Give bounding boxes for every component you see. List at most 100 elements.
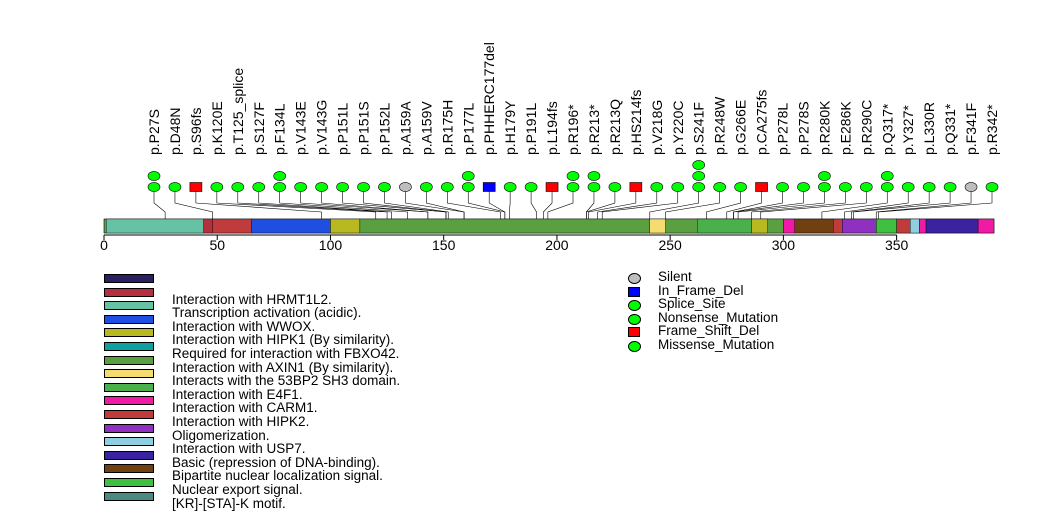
pin-9-0 <box>336 182 349 192</box>
pin-32-1 <box>818 171 831 181</box>
mutation-label-35: p.Q317* <box>879 103 895 155</box>
mutation-label-7: p.V143E <box>293 101 309 155</box>
mutation-type-label: Silent <box>658 269 692 284</box>
mutation-label-10: p.P151S <box>356 101 372 155</box>
pin-0-0 <box>147 182 161 192</box>
pin-4-0 <box>231 182 245 192</box>
mutation-label-2: p.S96fs <box>188 108 204 155</box>
connector-26 <box>649 187 700 219</box>
mutation-label-9: p.P151L <box>335 103 351 155</box>
domain-swatch <box>104 437 154 447</box>
pin-18-0 <box>524 182 538 192</box>
mutation-label-31: p.P278S <box>795 101 811 155</box>
pin-6-0 <box>273 182 287 192</box>
domain-swatch <box>104 369 154 379</box>
connector-3 <box>216 187 377 219</box>
connector-22 <box>586 187 616 219</box>
mutation-labels: p.P27S p.D48N p.S96fs p.K120E p.T125_splice p… <box>146 42 1000 155</box>
mutation-label-36: p.Y327* <box>900 105 916 155</box>
pin-29-0 <box>755 182 768 192</box>
connector-38 <box>853 187 951 219</box>
pin-33-0 <box>839 182 852 192</box>
mutation-label-22: p.R213Q <box>607 99 623 155</box>
domain-swatch <box>104 450 154 460</box>
mutation-label-17: p.H179Y <box>502 100 518 155</box>
domain-2 <box>212 218 252 234</box>
connector-2 <box>195 187 322 219</box>
square-icon <box>628 327 640 338</box>
domain-legend-label: Oligomerization. <box>172 427 270 443</box>
pin-21-0 <box>587 182 601 192</box>
pin-20-0 <box>566 182 580 192</box>
pin-23-0 <box>629 182 643 192</box>
connector-10 <box>363 187 447 219</box>
domain-13 <box>842 218 877 234</box>
connector-33 <box>751 187 846 219</box>
pin-1-0 <box>168 182 182 192</box>
circle-icon <box>628 300 641 312</box>
pin-20-1 <box>566 171 580 181</box>
domain-swatch <box>104 491 154 501</box>
connector-0 <box>153 187 166 219</box>
axis-tick-label-100: 100 <box>319 237 343 253</box>
axis-tick-label-350: 350 <box>885 237 909 253</box>
domain-legend-label: Interaction with WWOX. <box>172 318 316 334</box>
pin-13-0 <box>420 182 433 192</box>
mutation-label-13: p.A159V <box>418 101 434 155</box>
pin-37-0 <box>922 182 936 192</box>
domain-1 <box>203 218 213 234</box>
mutation-label-28: p.G266E <box>733 100 749 155</box>
domain-swatch <box>104 287 154 297</box>
domain-5 <box>359 218 650 234</box>
domain-8 <box>697 218 752 234</box>
connector-5 <box>258 187 392 219</box>
domain-swatch <box>104 382 154 392</box>
mutation-label-15: p.P177L <box>460 103 476 155</box>
domain-15 <box>896 218 911 234</box>
pin-35-1 <box>880 171 894 181</box>
pin-17-0 <box>503 182 517 192</box>
pin-22-0 <box>608 182 622 192</box>
mutation-label-4: p.T125_splice <box>230 68 246 155</box>
connector-31 <box>733 187 804 219</box>
domain-11 <box>794 218 834 234</box>
domain-4 <box>330 218 361 234</box>
connector-27 <box>665 187 720 219</box>
pin-31-0 <box>797 182 810 192</box>
pin-38-0 <box>943 182 957 192</box>
pin-26-2 <box>692 160 706 170</box>
connector-24 <box>597 187 658 219</box>
mutation-label-1: p.D48N <box>167 108 183 155</box>
domain-swatch <box>104 355 154 365</box>
domain-legend-label: Interaction with HIPK2. <box>172 413 310 429</box>
domain-legend-label: Interaction with USP7. <box>172 441 306 457</box>
connector-9 <box>342 187 447 219</box>
circle-icon <box>628 340 641 352</box>
pin-40-0 <box>985 182 999 192</box>
domain-swatch <box>104 301 154 311</box>
connector-17 <box>509 187 511 219</box>
pin-11-0 <box>378 182 391 192</box>
connector-12 <box>405 187 465 219</box>
mutation-label-32: p.R280K <box>816 100 832 155</box>
connector-36 <box>844 187 909 219</box>
connector-18 <box>530 187 537 219</box>
pin-36-0 <box>901 182 915 192</box>
pin-3-0 <box>210 182 224 192</box>
axis-tick-label-150: 150 <box>432 237 456 253</box>
mutation-pins <box>147 160 999 192</box>
mutation-label-30: p.P278L <box>775 103 791 155</box>
pin-32-0 <box>818 182 831 192</box>
connector-29 <box>726 187 762 219</box>
mutation-type-label: Splice_Site <box>658 296 726 312</box>
pin-15-1 <box>461 171 475 181</box>
pin-0-1 <box>147 171 161 181</box>
connector-40 <box>878 187 993 219</box>
connector-14 <box>446 187 501 219</box>
connector-8 <box>321 187 429 219</box>
domain-legend-label: Interaction with HIPK1 (By similarity). <box>172 332 395 348</box>
pin-25-0 <box>671 182 685 192</box>
circle-icon <box>628 273 641 284</box>
pin-26-0 <box>692 182 706 192</box>
